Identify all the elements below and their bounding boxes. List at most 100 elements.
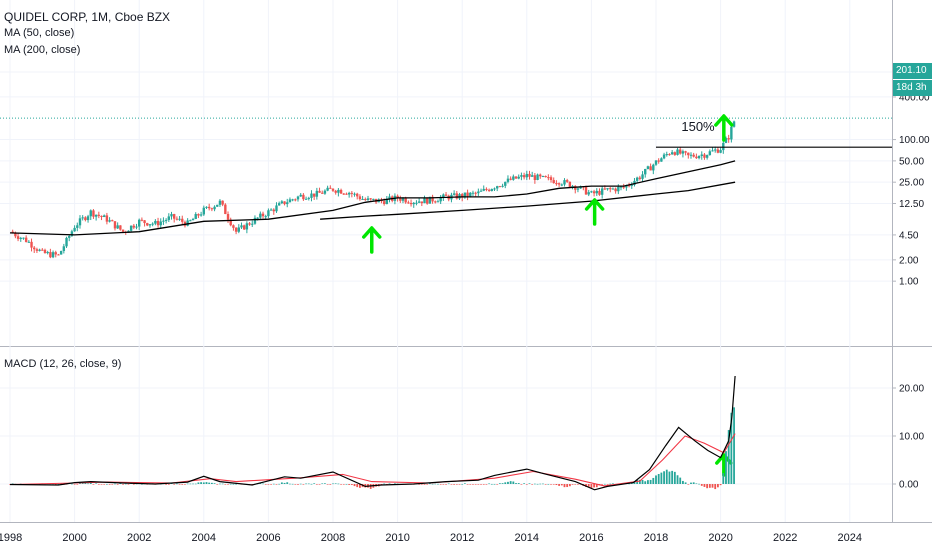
candle-body [65,237,68,247]
candle-body [14,233,17,237]
macd-histogram-bar [302,484,305,485]
macd-histogram-bar [439,484,442,485]
macd-histogram-bar [388,483,391,485]
macd-histogram-bar [173,484,176,485]
candle-body [469,192,472,197]
candle-body [525,173,528,178]
macd-histogram-bar [708,484,711,488]
candle-body [590,191,593,193]
candle-body [331,188,335,191]
time-tick-label: 2010 [385,532,409,544]
macd-histogram-bar [283,482,286,484]
macd-histogram-bar [574,484,577,485]
macd-histogram-bar [563,484,566,488]
candle-body [479,190,483,192]
candle-body [62,246,66,251]
price-legend-ma50: MA (50, close) [4,27,75,39]
candle-body [175,218,179,220]
candle-body [617,186,620,192]
macd-histogram-bar [679,477,682,484]
macd-histogram-bar [235,483,237,485]
candle-body [253,217,257,224]
candle-body [218,200,222,205]
macd-histogram-bar [498,483,501,484]
macd-tick-label: 0.00 [899,480,919,491]
candle-body [81,217,84,219]
candle-body [461,194,464,198]
candle-body [614,188,617,192]
macd-histogram-bar [480,484,482,485]
macd-histogram-bar [550,484,552,485]
macd-histogram-bar [671,470,674,484]
macd-histogram-bar [690,482,692,484]
candle-body [283,201,286,205]
price-tick-label: 100.00 [899,135,930,146]
macd-histogram-bar [200,482,203,484]
macd-histogram-bar [477,484,480,485]
macd-histogram-bar [294,484,297,485]
macd-histogram-bar [560,484,563,486]
macd-histogram-bar [447,483,450,485]
macd-histogram-bar [315,484,318,485]
candle-body [272,209,275,212]
macd-histogram-bar [280,482,283,484]
candle-body [528,173,531,177]
candle-body [563,180,566,185]
macd-histogram-bar [509,481,512,484]
macd-histogram-bar [668,471,671,484]
macd-histogram-bar [165,484,168,485]
candle-body [609,188,612,190]
macd-histogram-bar [95,483,98,485]
candle-body [329,187,332,189]
candle-body [156,220,160,226]
macd-histogram-bar [299,483,302,485]
candle-body [498,186,502,188]
macd-histogram-bar [272,483,275,485]
candle-body [70,231,74,236]
candle-body [361,198,364,200]
candle-body [522,175,526,178]
macd-histogram-bar [657,474,660,484]
macd-histogram-bar [542,483,544,485]
candle-body [689,154,693,156]
macd-histogram-bar [175,483,178,485]
candle-body [310,193,313,198]
candle-body [630,184,633,186]
macd-histogram-bar [122,484,124,485]
candle-body [560,184,563,186]
candle-body [315,190,319,197]
candle-body [684,151,687,153]
candle-body [41,249,44,251]
candle-body [318,190,321,193]
macd-histogram-bar [458,484,461,485]
candle-body [84,217,87,221]
candle-body [727,138,730,140]
countdown-badge: 18d 3h [893,80,932,96]
price-tick-label: 50.00 [899,156,924,167]
candle-body [452,193,456,195]
price-tick-label: 2.00 [899,255,919,266]
macd-line [9,375,736,491]
candle-body [477,191,480,194]
green-up-arrow [584,198,605,226]
price-legend-ma200: MA (200, close) [4,44,81,56]
macd-histogram-bar [202,482,205,484]
time-tick-label: 2012 [450,532,474,544]
candle-body [49,252,52,258]
candle-body [539,174,542,177]
candle-body [520,175,523,177]
macd-histogram-bar [318,484,321,485]
candle-body [229,219,232,226]
candle-body [700,154,703,156]
candle-body [162,220,165,222]
macd-histogram-bar [577,484,579,485]
candle-body [216,204,219,207]
candle-body [584,187,588,195]
macd-histogram-bar [692,482,695,484]
candle-body [135,226,138,228]
macd-histogram-bar [711,484,714,488]
candle-body [356,193,359,197]
macd-histogram-bar [11,483,14,485]
candle-body [19,237,22,239]
